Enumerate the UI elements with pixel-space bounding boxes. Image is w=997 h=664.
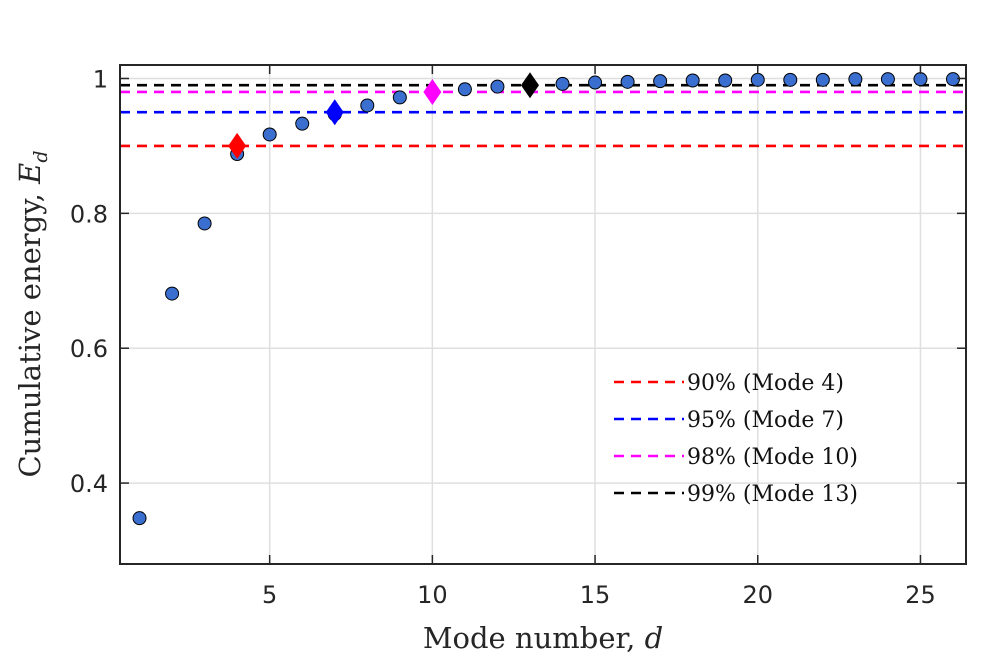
data-point — [815, 72, 830, 87]
data-point — [718, 73, 733, 88]
y-axis-title: Cumulative energy, Ed — [13, 150, 52, 477]
plot-frame — [119, 64, 967, 565]
y-axis-title-var: E — [13, 163, 47, 185]
y-tick-label: 0.6 — [70, 335, 108, 363]
data-point — [588, 75, 603, 90]
x-tick-label: 5 — [262, 581, 277, 609]
data-point — [295, 116, 310, 131]
data-point — [262, 127, 277, 142]
data-point — [880, 72, 895, 87]
x-tick-label: 20 — [742, 581, 773, 609]
data-point — [197, 216, 212, 231]
x-tick-label: 10 — [417, 581, 448, 609]
legend-label: 90% (Mode 4) — [687, 371, 844, 396]
legend-label: 95% (Mode 7) — [687, 408, 844, 433]
y-tick-label: 1 — [93, 65, 108, 93]
legend-label: 99% (Mode 13) — [687, 482, 858, 507]
data-point — [165, 286, 180, 301]
axis-ticks: 5 10 15 20 25 0.4 0.6 0.8 1 — [70, 65, 966, 609]
y-tick-label: 0.8 — [70, 200, 108, 228]
threshold-marker — [520, 72, 539, 99]
threshold-markers — [228, 72, 539, 159]
data-point — [685, 73, 700, 88]
data-point — [457, 82, 472, 97]
data-point — [360, 98, 375, 113]
y-axis-title-sub: d — [30, 150, 52, 162]
legend-label: 98% (Mode 10) — [687, 445, 858, 470]
data-point — [653, 74, 668, 89]
data-point — [783, 72, 798, 87]
threshold-marker — [325, 99, 344, 126]
x-tick-label: 25 — [905, 581, 936, 609]
data-point — [555, 76, 570, 91]
data-point — [490, 79, 505, 94]
threshold-marker — [228, 132, 247, 159]
legend: 90% (Mode 4) 95% (Mode 7) 98% (Mode 10) 99%… — [614, 371, 858, 507]
x-axis-title: Mode number, d — [423, 621, 663, 655]
data-point — [620, 74, 635, 89]
y-tick-label: 0.4 — [70, 470, 108, 498]
data-point — [750, 72, 765, 87]
x-axis-title-text: Mode number, — [423, 621, 645, 655]
threshold-marker — [423, 78, 442, 105]
y-axis-title-text: Cumulative energy, — [13, 184, 47, 478]
x-tick-label: 15 — [580, 581, 611, 609]
data-point — [132, 511, 147, 526]
x-axis-title-var: d — [645, 621, 664, 655]
data-point — [392, 90, 407, 105]
data-point — [913, 72, 928, 87]
data-point — [848, 72, 863, 87]
